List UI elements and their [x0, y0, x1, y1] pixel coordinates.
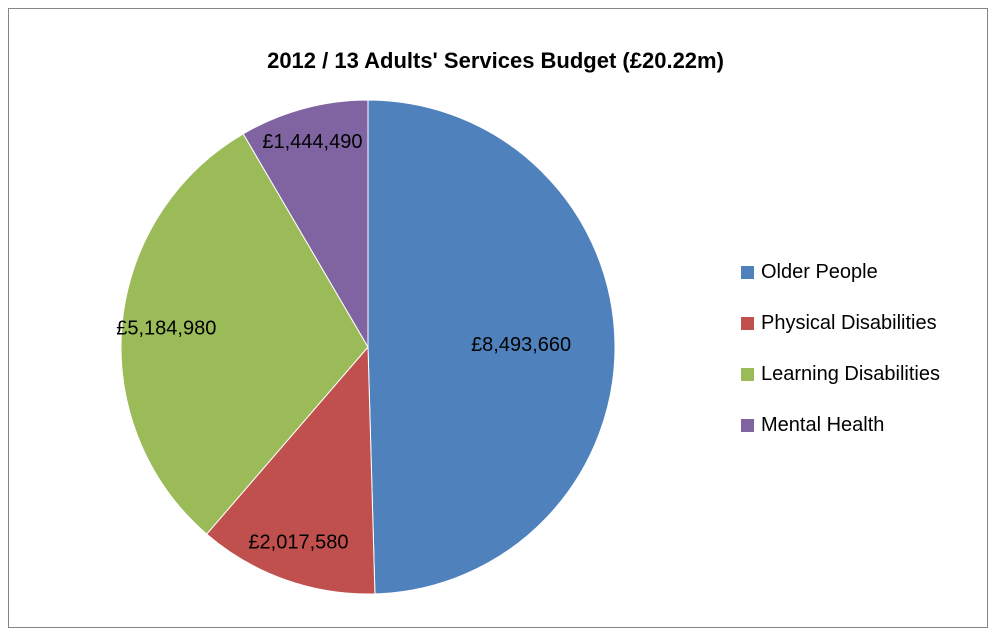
- pie-slice-physical-disabilities: [206, 345, 376, 595]
- legend-swatch-mental-health: [741, 419, 754, 432]
- legend-label-older-people: Older People: [761, 261, 878, 283]
- legend-item-mental-health: Mental Health: [741, 413, 940, 438]
- chart-title: 2012 / 13 Adults' Services Budget (£20.2…: [267, 48, 724, 73]
- legend-label-physical-disabilities: Physical Disabilities: [761, 312, 937, 334]
- data-label-mental-health: £1,444,490: [262, 131, 362, 153]
- legend-item-older-people: Older People: [741, 260, 940, 285]
- legend-label-learning-disabilities: Learning Disabilities: [761, 363, 940, 385]
- legend-item-physical-disabilities: Physical Disabilities: [741, 311, 940, 336]
- legend-swatch-learning-disabilities: [741, 368, 754, 381]
- pie-slice-mental-health: [242, 99, 369, 349]
- data-label-learning-disabilities: £5,184,980: [116, 318, 216, 340]
- chart-legend: Older People Physical Disabilities Learnin…: [741, 260, 940, 438]
- legend-label-mental-health: Mental Health: [761, 414, 885, 436]
- legend-item-learning-disabilities: Learning Disabilities: [741, 362, 940, 387]
- data-label-physical-disabilities: £2,017,580: [248, 531, 348, 553]
- pie-slice-learning-disabilities: [120, 133, 369, 535]
- data-label-older-people: £8,493,660: [471, 334, 571, 356]
- legend-swatch-physical-disabilities: [741, 317, 754, 330]
- pie-slice-older-people: [367, 99, 616, 595]
- legend-swatch-older-people: [741, 266, 754, 279]
